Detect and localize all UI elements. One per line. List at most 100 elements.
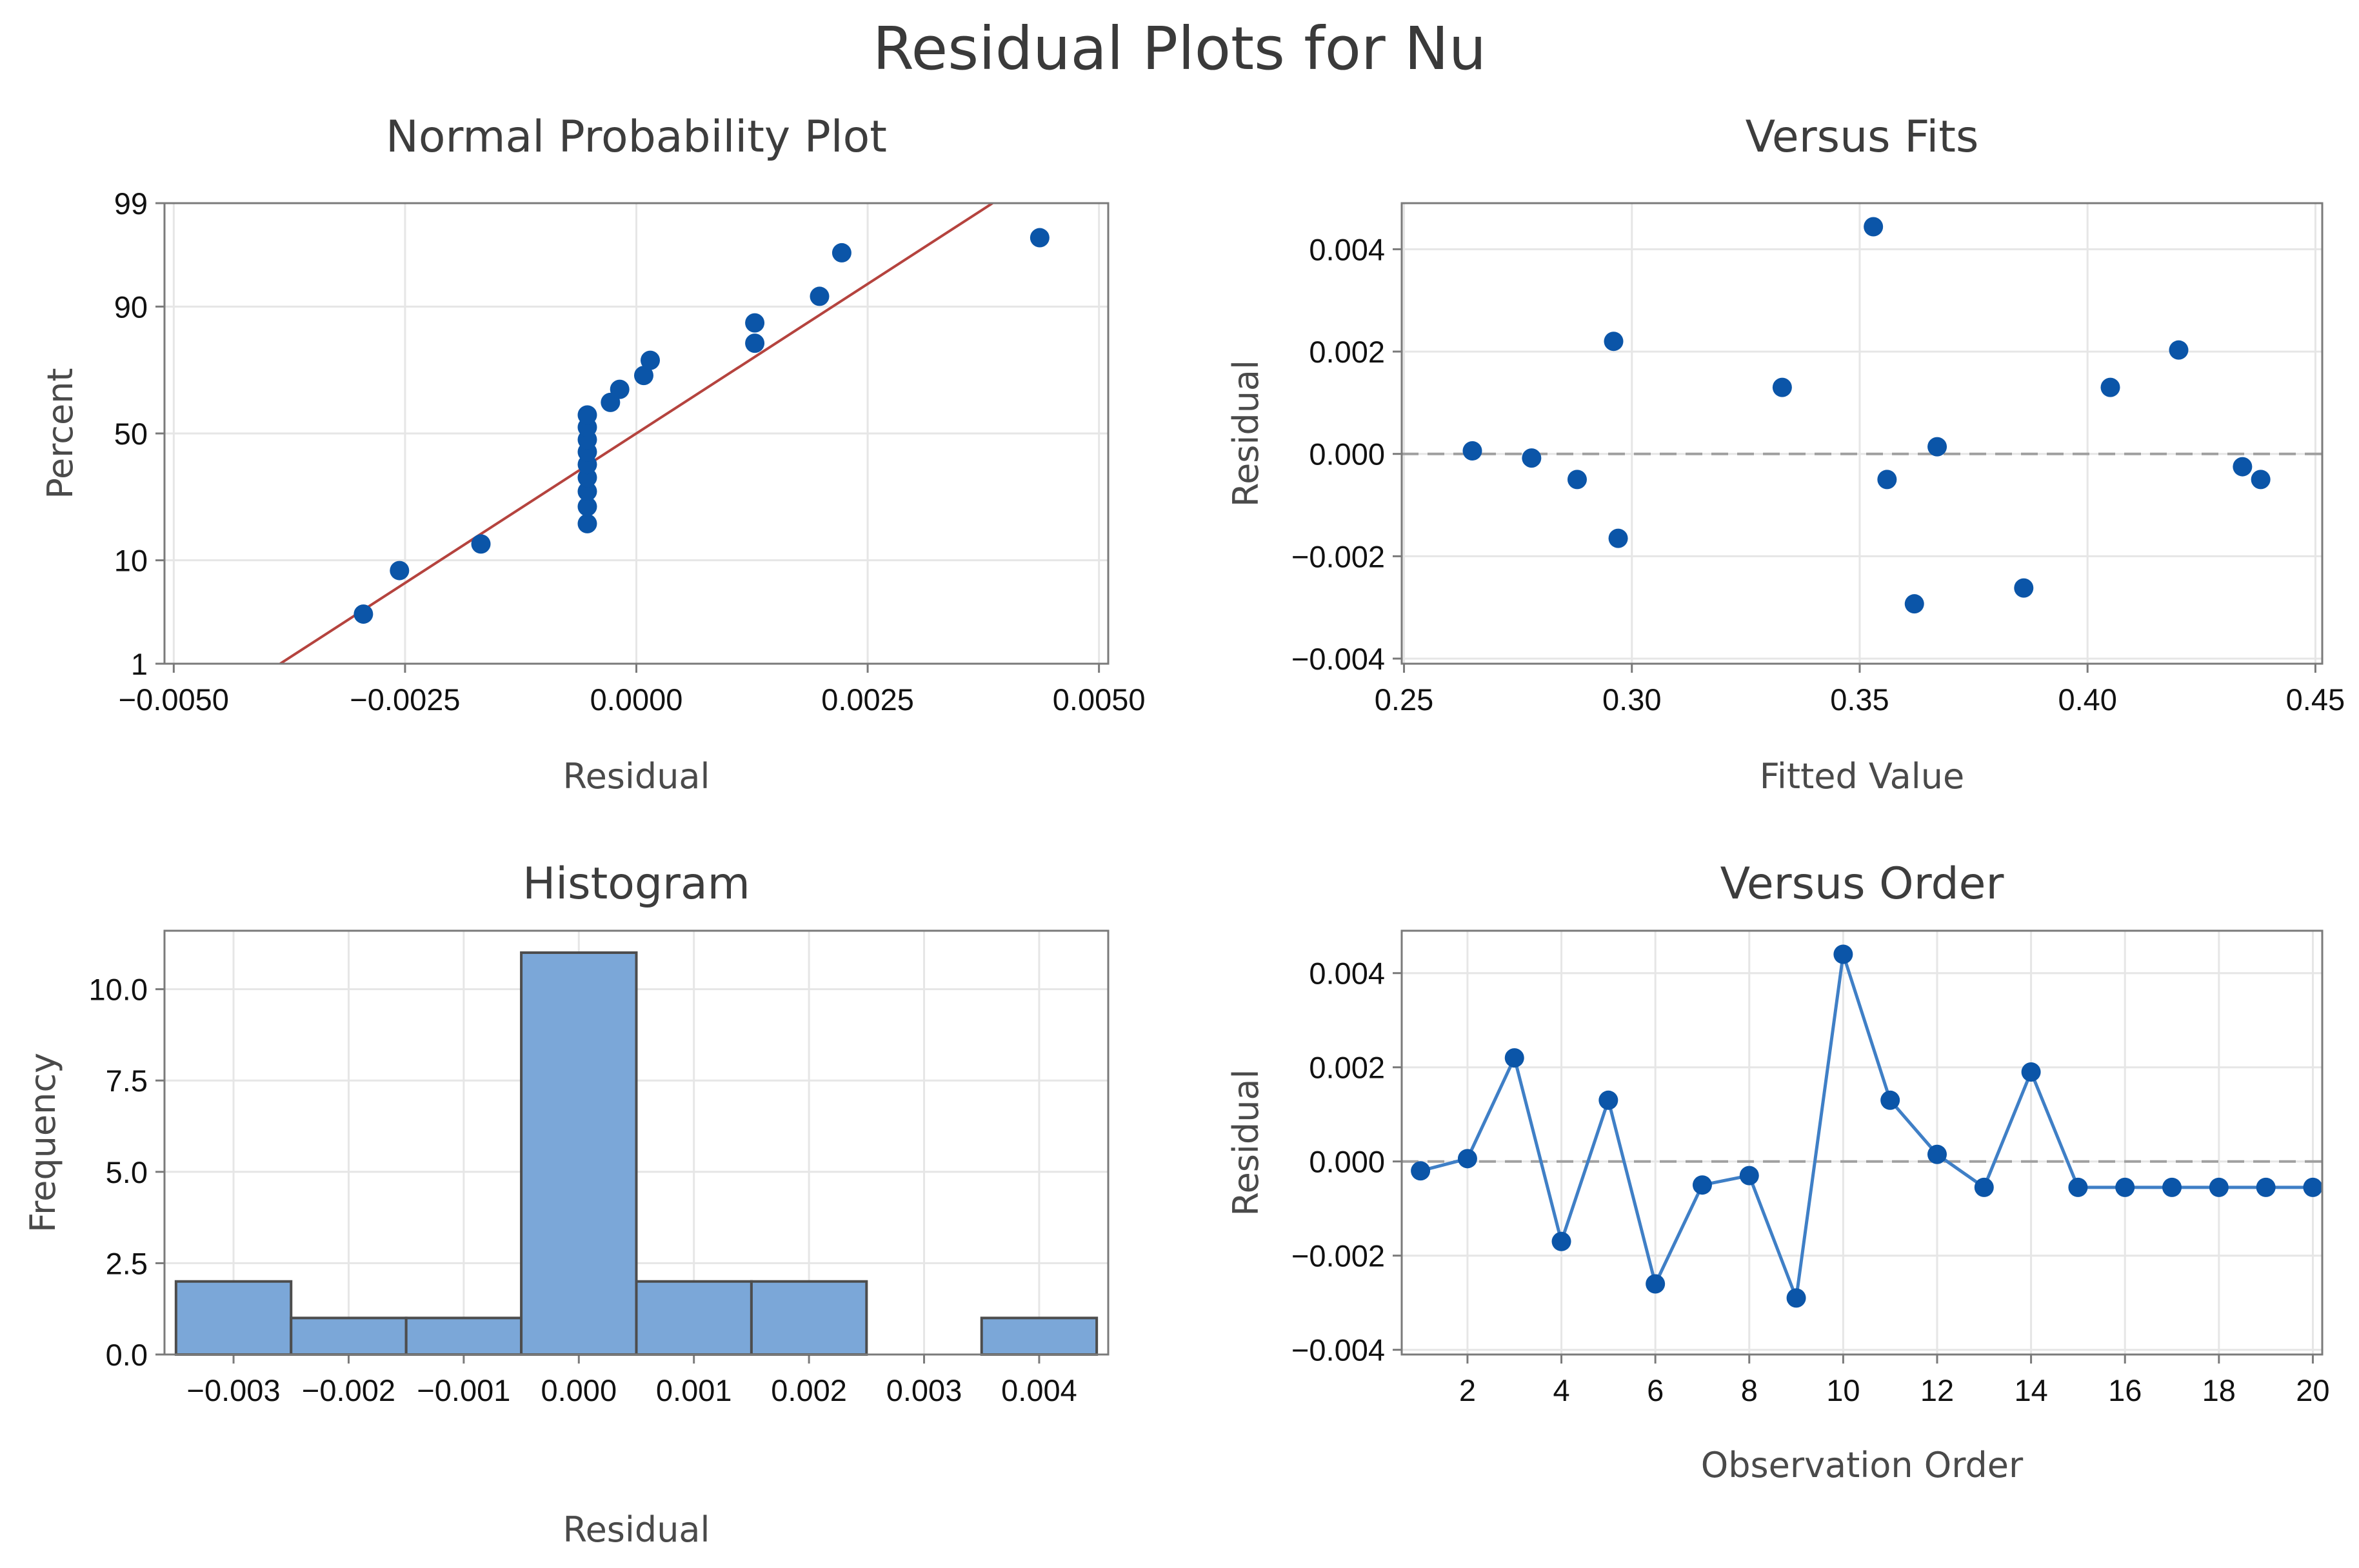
fits-x-tick-label: 0.35 <box>1830 682 1889 717</box>
normal-x-tick-label: −0.0050 <box>119 682 229 717</box>
order-x-tick-label: 8 <box>1741 1373 1758 1407</box>
order-data-point <box>1880 1090 1900 1110</box>
order-x-axis-label: Observation Order <box>1701 1445 2024 1485</box>
order-x-tick-label: 4 <box>1553 1373 1569 1407</box>
normal-data-point <box>577 497 597 517</box>
order-y-tick-label: −0.004 <box>1291 1333 1385 1367</box>
order-data-point <box>1786 1288 1806 1308</box>
order-data-point <box>1974 1177 1994 1197</box>
normal-data-point <box>633 366 653 386</box>
fits-data-point <box>1604 332 1624 352</box>
histogram-y-tick-label: 5.0 <box>106 1155 148 1189</box>
order-y-tick-label: 0.000 <box>1309 1145 1385 1179</box>
normal-data-point <box>353 604 373 624</box>
order-data-point <box>1833 944 1853 964</box>
histogram-y-tick-label: 7.5 <box>106 1064 148 1098</box>
order-y-tick-label: 0.004 <box>1309 957 1385 991</box>
fits-data-point <box>1567 470 1587 490</box>
order-data-point <box>1504 1048 1524 1068</box>
fits-data-point <box>1522 448 1542 468</box>
order-x-tick-label: 10 <box>1826 1373 1860 1407</box>
fits-data-point <box>2100 377 2120 397</box>
normal-data-point <box>810 286 830 306</box>
fits-title: Versus Fits <box>1746 112 1979 163</box>
order-data-point <box>2303 1177 2323 1197</box>
normal-x-axis-label: Residual <box>562 756 710 797</box>
normal-y-tick-label: 99 <box>114 186 148 221</box>
order-data-point <box>1411 1161 1431 1181</box>
fits-data-point <box>1772 377 1792 397</box>
fits-data-point <box>1608 528 1628 548</box>
histogram-x-tick-label: −0.002 <box>302 1373 395 1407</box>
fits-data-point <box>2251 470 2271 490</box>
histogram-y-tick-label: 10.0 <box>89 973 148 1007</box>
order-data-point <box>1692 1175 1712 1195</box>
histogram-x-tick-label: 0.002 <box>771 1373 847 1407</box>
order-y-tick-label: 0.002 <box>1309 1051 1385 1085</box>
normal-x-tick-label: 0.0050 <box>1053 682 1146 717</box>
order-x-tick-label: 16 <box>2108 1373 2142 1407</box>
normal-data-point <box>390 561 410 581</box>
fits-data-point <box>1927 437 1947 457</box>
fits-x-tick-label: 0.45 <box>2286 682 2345 717</box>
order-data-point <box>2209 1177 2229 1197</box>
normal-x-tick-label: −0.0025 <box>350 682 460 717</box>
histogram-title: Histogram <box>523 858 750 909</box>
normal-data-point <box>831 243 851 263</box>
normal-data-point <box>745 313 765 333</box>
normal-title: Normal Probability Plot <box>386 112 887 163</box>
histogram-bar <box>635 1280 753 1356</box>
normal-data-point <box>577 513 597 533</box>
order-data-point <box>1646 1274 1666 1294</box>
order-x-tick-label: 20 <box>2296 1373 2329 1407</box>
normal-data-point <box>641 350 661 370</box>
order-data-point <box>1551 1231 1571 1251</box>
histogram-plot-frame <box>163 929 1110 1356</box>
normal-y-tick-label: 1 <box>131 647 148 681</box>
histogram-y-tick-label: 0.0 <box>106 1338 148 1372</box>
order-data-point <box>2162 1177 2182 1197</box>
normal-data-point <box>745 333 765 353</box>
normal-x-tick-label: 0.0000 <box>590 682 683 717</box>
histogram-bar <box>750 1280 868 1356</box>
fits-y-tick-label: 0.000 <box>1309 437 1385 471</box>
fits-x-tick-label: 0.30 <box>1602 682 1661 717</box>
histogram-x-tick-label: −0.003 <box>187 1373 281 1407</box>
order-plot-frame <box>1400 929 2324 1356</box>
fits-y-tick-label: 0.004 <box>1309 232 1385 266</box>
fits-x-tick-label: 0.40 <box>2058 682 2116 717</box>
histogram-y-axis-label: Frequency <box>23 1053 63 1233</box>
histogram-y-tick-label: 2.5 <box>106 1246 148 1280</box>
normal-y-tick-label: 90 <box>114 290 148 324</box>
histogram-x-axis-label: Residual <box>562 1509 710 1550</box>
order-y-tick-label: −0.002 <box>1291 1239 1385 1273</box>
order-data-point <box>2021 1062 2041 1082</box>
normal-y-tick-label: 10 <box>114 544 148 578</box>
normal-data-point <box>610 379 630 399</box>
normal-data-point <box>577 481 597 501</box>
normal-plot-frame <box>163 202 1110 665</box>
order-data-point <box>1739 1166 1759 1186</box>
histogram-bar <box>404 1316 523 1356</box>
order-y-axis-label: Residual <box>1226 1069 1266 1216</box>
histogram-x-tick-label: 0.001 <box>656 1373 732 1407</box>
fits-data-point <box>2169 340 2189 360</box>
order-data-point <box>2115 1177 2135 1197</box>
normal-data-point <box>471 534 491 554</box>
fits-y-tick-label: −0.004 <box>1291 642 1385 676</box>
histogram-bar <box>174 1280 293 1356</box>
order-data-point <box>1927 1144 1947 1164</box>
histogram-x-tick-label: 0.004 <box>1001 1373 1077 1407</box>
order-title: Versus Order <box>1720 858 2004 909</box>
histogram-bar <box>290 1316 408 1356</box>
fits-data-point <box>1462 441 1482 461</box>
fits-y-tick-label: −0.002 <box>1291 539 1385 573</box>
normal-data-point <box>1030 228 1050 248</box>
order-x-tick-label: 6 <box>1647 1373 1664 1407</box>
order-x-tick-label: 12 <box>1920 1373 1954 1407</box>
histogram-x-tick-label: 0.000 <box>541 1373 617 1407</box>
normal-data-point <box>577 405 597 425</box>
order-x-tick-label: 18 <box>2202 1373 2236 1407</box>
fits-plot-frame <box>1400 202 2324 665</box>
